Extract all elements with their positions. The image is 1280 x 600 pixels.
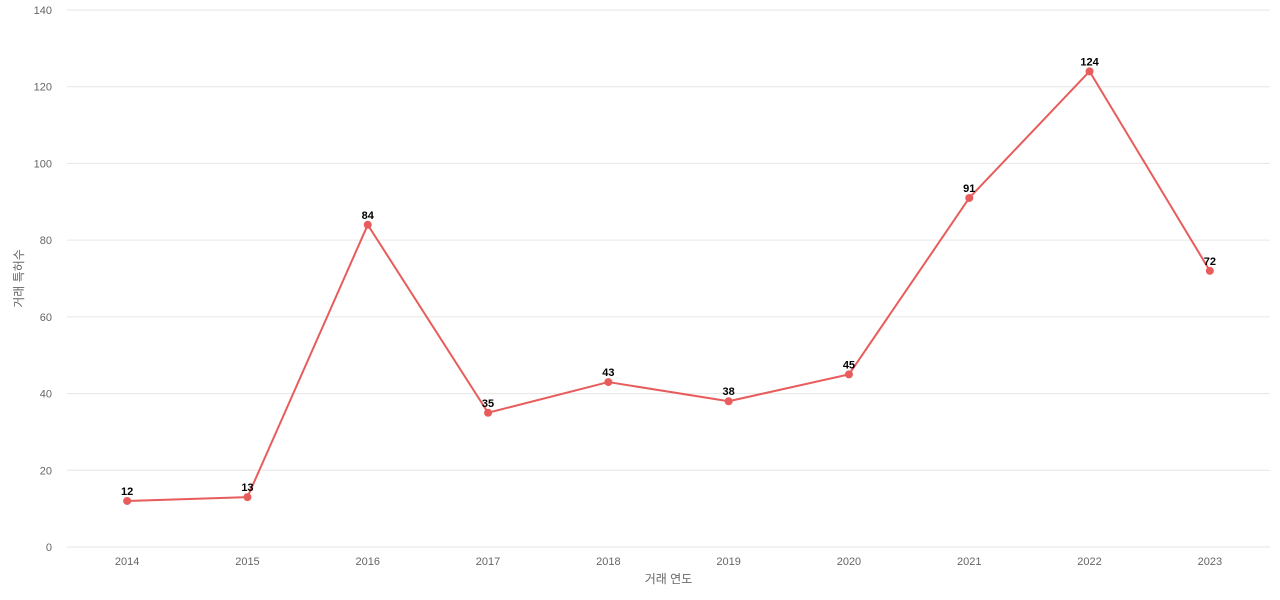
y-axis-label: 거래 특허수	[12, 249, 26, 308]
y-tick-label: 140	[34, 5, 52, 17]
x-tick-label: 2017	[476, 556, 500, 568]
data-label: 35	[482, 398, 494, 410]
series-group	[123, 67, 1214, 505]
series-line	[127, 70, 1211, 502]
y-tick-label: 100	[34, 158, 52, 170]
data-label: 91	[963, 183, 975, 195]
data-point	[965, 193, 974, 202]
data-point	[123, 496, 132, 505]
data-point	[1205, 266, 1214, 275]
y-tick-label: 0	[46, 542, 52, 554]
x-tick-label: 2015	[235, 556, 259, 568]
x-tick-label: 2018	[596, 556, 620, 568]
x-tick-label: 2016	[356, 556, 380, 568]
y-tick-label: 20	[40, 465, 52, 477]
data-point	[363, 220, 372, 229]
x-tick-label: 2021	[957, 556, 981, 568]
data-label: 84	[362, 210, 375, 222]
x-axis-label: 거래 연도	[645, 572, 693, 586]
data-label: 43	[602, 367, 614, 379]
y-axis-ticks: 0 20 40 60 80 100 120 140	[34, 5, 52, 554]
x-tick-label: 2019	[716, 556, 740, 568]
x-tick-label: 2020	[837, 556, 861, 568]
data-label: 38	[723, 386, 735, 398]
data-point	[243, 493, 252, 502]
x-tick-label: 2023	[1198, 556, 1222, 568]
data-label: 124	[1080, 56, 1099, 68]
y-tick-label: 80	[40, 235, 52, 247]
y-tick-label: 60	[40, 312, 52, 324]
x-tick-label: 2022	[1077, 556, 1101, 568]
data-label: 12	[121, 486, 133, 498]
data-label: 45	[843, 359, 855, 371]
data-point	[604, 378, 613, 387]
data-label: 13	[241, 482, 253, 494]
grid-lines	[67, 9, 1270, 548]
data-labels: 12 13 84 35 43 38 45 91 124 72	[121, 56, 1216, 498]
x-axis-ticks: 2014 2015 2016 2017 2018 2019 2020 2021 2022 2023	[115, 556, 1222, 568]
data-point	[844, 370, 853, 379]
data-point	[1085, 67, 1094, 76]
y-tick-label: 120	[34, 82, 52, 94]
data-label: 72	[1204, 256, 1216, 268]
y-tick-label: 40	[40, 389, 52, 401]
data-point	[484, 408, 493, 417]
data-point	[724, 397, 733, 406]
x-tick-label: 2014	[115, 556, 139, 568]
